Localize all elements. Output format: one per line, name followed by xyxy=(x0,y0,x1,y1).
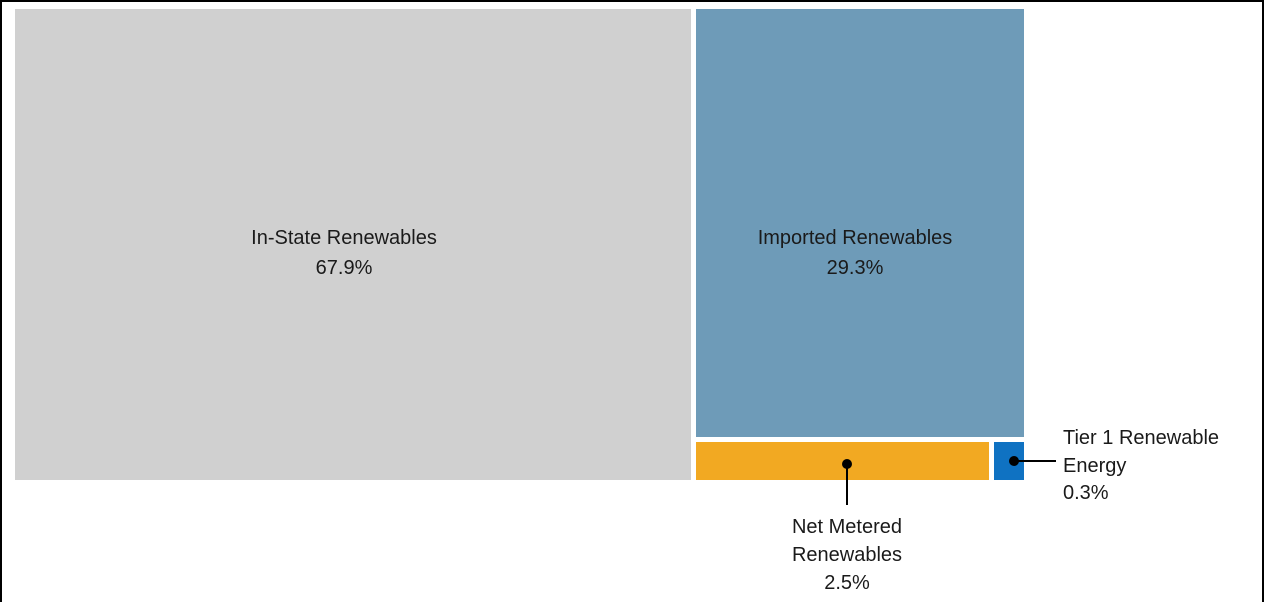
label-in-state-renewables: In-State Renewables xyxy=(251,227,437,249)
tile-imported-renewables xyxy=(696,9,1024,437)
label-tier1-line2: Energy xyxy=(1063,455,1126,477)
value-in-state-renewables: 67.9% xyxy=(316,257,373,279)
value-imported-renewables: 29.3% xyxy=(827,257,884,279)
label-net-metered-line1: Net Metered xyxy=(792,516,902,538)
label-imported-renewables: Imported Renewables xyxy=(758,227,953,249)
label-tier1-line1: Tier 1 Renewable xyxy=(1063,427,1219,449)
value-net-metered: 2.5% xyxy=(824,572,870,594)
tile-in-state-renewables xyxy=(15,9,691,480)
tile-net-metered-renewables xyxy=(696,442,989,480)
value-tier1: 0.3% xyxy=(1063,482,1109,504)
label-net-metered-line2: Renewables xyxy=(792,544,902,566)
